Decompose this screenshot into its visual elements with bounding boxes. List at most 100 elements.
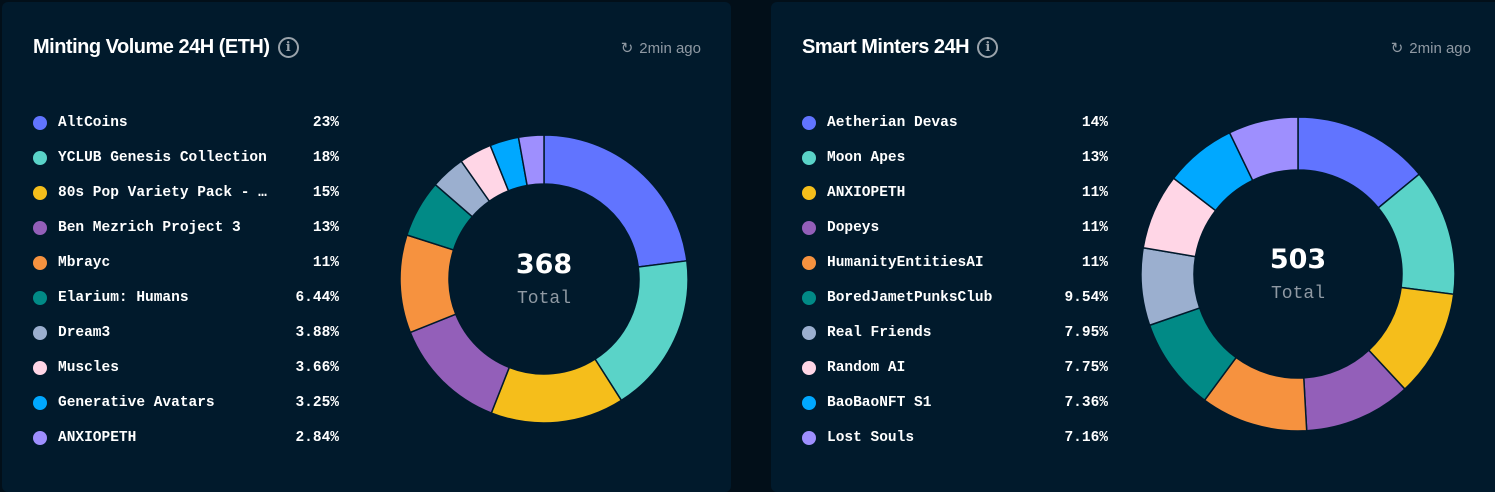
legend-item[interactable]: Generative Avatars 3.25% — [33, 385, 339, 420]
legend-label: HumanityEntitiesAI — [827, 254, 984, 271]
legend-label: Lost Souls — [827, 429, 915, 446]
donut-slice[interactable] — [543, 134, 688, 268]
legend-color-dot — [33, 290, 47, 305]
info-icon[interactable]: i — [977, 37, 999, 58]
legend-label: BoredJametPunksClub — [827, 289, 993, 306]
legend-label: YCLUB Genesis Collection — [58, 149, 267, 166]
legend-color-dot — [802, 325, 816, 340]
legend-label: AltCoins — [58, 114, 128, 131]
legend-item[interactable]: HumanityEntitiesAI 11% — [802, 245, 1108, 280]
donut-slice[interactable] — [1228, 116, 1299, 182]
total-label: Total — [1271, 284, 1325, 304]
legend-label: Moon Apes — [827, 149, 906, 166]
donut-slice[interactable] — [399, 234, 457, 334]
legend-item[interactable]: Real Friends 7.95% — [802, 315, 1108, 350]
legend-color-dot — [33, 150, 47, 165]
legend-label: 80s Pop Variety Pack - … — [58, 184, 267, 201]
panel-title: Minting Volume 24H (ETH) i — [33, 36, 299, 59]
legend-color-dot — [802, 360, 816, 375]
legend-label: Dopeys — [827, 219, 880, 236]
donut-chart: 368 Total — [399, 134, 689, 424]
legend-label: ANXIOPETH — [58, 429, 137, 446]
legend-item[interactable]: ANXIOPETH 11% — [802, 175, 1108, 210]
legend-color-dot — [33, 255, 47, 270]
donut-slice[interactable] — [517, 134, 545, 187]
legend-percent: 7.36% — [1064, 394, 1108, 411]
total-value: 503 — [1270, 244, 1326, 275]
legend-item[interactable]: Aetherian Devas 14% — [802, 105, 1108, 140]
total-value: 368 — [516, 249, 572, 280]
legend-color-dot — [802, 220, 816, 235]
legend-color-dot — [802, 430, 816, 445]
donut-slice[interactable] — [594, 259, 689, 402]
legend-item[interactable]: Muscles 3.66% — [33, 350, 339, 385]
refresh-clock-icon: ↻ — [620, 40, 634, 57]
legend-percent: 18% — [312, 149, 339, 166]
legend-item[interactable]: BaoBaoNFT S1 7.36% — [802, 385, 1108, 420]
donut-slice[interactable] — [409, 313, 511, 414]
legend-percent: 23% — [312, 114, 339, 131]
legend-percent: 13% — [1081, 149, 1108, 166]
legend-percent: 14% — [1081, 114, 1108, 131]
legend-label: Random AI — [827, 359, 906, 376]
total-label: Total — [517, 289, 571, 309]
updated-time: ↻ 2min ago — [620, 39, 701, 58]
donut-chart: 503 Total — [1140, 116, 1456, 432]
legend-percent: 11% — [312, 254, 339, 271]
legend-color-dot — [802, 395, 816, 410]
legend-item[interactable]: Mbrayc 11% — [33, 245, 339, 280]
legend-item[interactable]: ANXIOPETH 2.84% — [33, 420, 339, 455]
legend-percent: 7.75% — [1064, 359, 1108, 376]
legend-color-dot — [33, 115, 47, 130]
legend-label: Elarium: Humans — [58, 289, 189, 306]
legend-item[interactable]: Random AI 7.75% — [802, 350, 1108, 385]
legend-label: Mbrayc — [58, 254, 111, 271]
legend-percent: 7.95% — [1064, 324, 1108, 341]
legend-percent: 15% — [312, 184, 339, 201]
legend-item[interactable]: Dream3 3.88% — [33, 315, 339, 350]
legend-percent: 3.25% — [295, 394, 339, 411]
legend-percent: 13% — [312, 219, 339, 236]
legend-item[interactable]: BoredJametPunksClub 9.54% — [802, 280, 1108, 315]
legend-percent: 11% — [1081, 184, 1108, 201]
legend-item[interactable]: Lost Souls 7.16% — [802, 420, 1108, 455]
legend-item[interactable]: Moon Apes 13% — [802, 140, 1108, 175]
legend-item[interactable]: Ben Mezrich Project 3 13% — [33, 210, 339, 245]
legend-percent: 11% — [1081, 254, 1108, 271]
legend-label: ANXIOPETH — [827, 184, 906, 201]
info-icon[interactable]: i — [277, 37, 299, 58]
panel-title: Smart Minters 24H i — [802, 36, 999, 59]
legend: AltCoins 23% YCLUB Genesis Collection 18% 80… — [33, 105, 339, 455]
legend-color-dot — [33, 395, 47, 410]
legend-color-dot — [33, 430, 47, 445]
legend-percent: 11% — [1081, 219, 1108, 236]
legend-percent: 3.66% — [295, 359, 339, 376]
legend-color-dot — [33, 185, 47, 200]
legend-percent: 9.54% — [1064, 289, 1108, 306]
legend-color-dot — [33, 220, 47, 235]
legend-item[interactable]: YCLUB Genesis Collection 18% — [33, 140, 339, 175]
legend-item[interactable]: 80s Pop Variety Pack - … 15% — [33, 175, 339, 210]
minting-volume-panel: Minting Volume 24H (ETH) i ↻ 2min ago AltC… — [2, 2, 731, 492]
legend-color-dot — [802, 290, 816, 305]
legend-item[interactable]: Dopeys 11% — [802, 210, 1108, 245]
legend-percent: 6.44% — [295, 289, 339, 306]
legend-percent: 7.16% — [1064, 429, 1108, 446]
legend-label: BaoBaoNFT S1 — [827, 394, 932, 411]
legend-label: Generative Avatars — [58, 394, 215, 411]
legend-item[interactable]: AltCoins 23% — [33, 105, 339, 140]
legend-color-dot — [802, 150, 816, 165]
updated-time: ↻ 2min ago — [1390, 39, 1471, 58]
legend-color-dot — [33, 325, 47, 340]
legend-color-dot — [802, 255, 816, 270]
legend-color-dot — [802, 115, 816, 130]
donut-slice[interactable] — [490, 358, 623, 424]
legend-color-dot — [802, 185, 816, 200]
legend: Aetherian Devas 14% Moon Apes 13% ANXIOPETH 1… — [802, 105, 1108, 455]
refresh-clock-icon: ↻ — [1390, 40, 1404, 57]
legend-color-dot — [33, 360, 47, 375]
legend-item[interactable]: Elarium: Humans 6.44% — [33, 280, 339, 315]
smart-minters-panel: Smart Minters 24H i ↻ 2min ago Aetherian D… — [771, 2, 1495, 492]
legend-percent: 3.88% — [295, 324, 339, 341]
legend-percent: 2.84% — [295, 429, 339, 446]
